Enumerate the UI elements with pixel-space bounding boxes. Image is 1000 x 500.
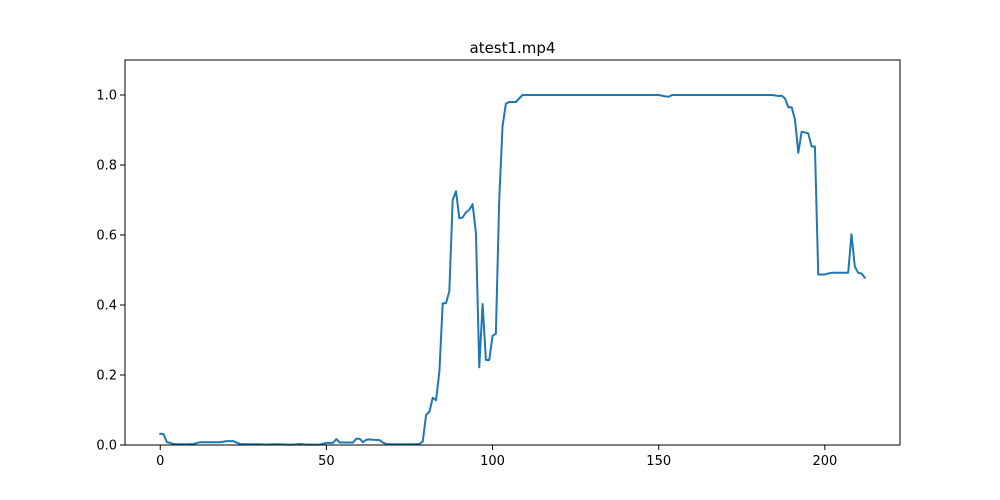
x-tick-label: 0 bbox=[156, 454, 164, 469]
y-tick-label: 1.0 bbox=[96, 89, 117, 104]
axes-frame bbox=[124, 59, 901, 446]
y-tick-label: 0.0 bbox=[96, 439, 117, 454]
x-axis: 0 50 100 150 200 bbox=[156, 445, 837, 469]
y-tick-label: 0.6 bbox=[96, 229, 117, 244]
y-tick-label: 0.4 bbox=[96, 299, 117, 314]
x-tick-label: 200 bbox=[812, 454, 837, 469]
x-tick-label: 50 bbox=[318, 454, 335, 469]
y-tick-label: 0.2 bbox=[96, 369, 117, 384]
x-tick-label: 150 bbox=[646, 454, 671, 469]
y-axis: 0.0 0.2 0.4 0.6 0.8 1.0 bbox=[96, 89, 125, 454]
x-tick-label: 100 bbox=[480, 454, 505, 469]
chart-title: atest1.mp4 bbox=[470, 39, 556, 57]
y-tick-label: 0.8 bbox=[96, 159, 117, 174]
